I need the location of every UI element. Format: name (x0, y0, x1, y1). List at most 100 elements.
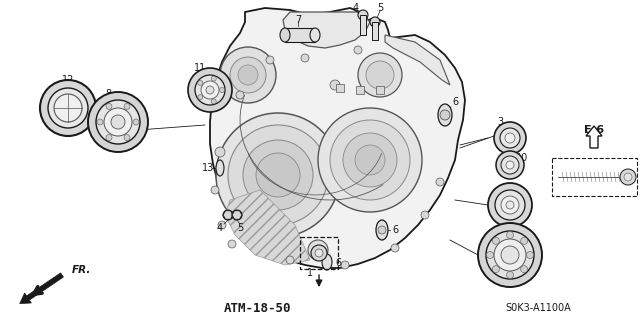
Ellipse shape (322, 254, 332, 270)
Text: S0K3-A1100A: S0K3-A1100A (505, 303, 571, 313)
Bar (300, 237, 338, 269)
Circle shape (494, 239, 526, 271)
Circle shape (366, 61, 394, 89)
Circle shape (106, 103, 112, 109)
Circle shape (223, 210, 233, 220)
Circle shape (505, 133, 515, 143)
Circle shape (216, 113, 340, 237)
Circle shape (496, 151, 524, 179)
Circle shape (358, 53, 402, 97)
Circle shape (211, 76, 216, 81)
Bar (376, 86, 384, 94)
Circle shape (211, 186, 219, 194)
Circle shape (201, 81, 219, 99)
Text: E-6: E-6 (584, 125, 604, 135)
Circle shape (133, 119, 139, 125)
Circle shape (501, 196, 519, 214)
Text: 10: 10 (516, 153, 528, 163)
Circle shape (111, 115, 125, 129)
Bar (285, 28, 315, 42)
Circle shape (506, 271, 513, 278)
Bar (336, 84, 344, 92)
Circle shape (238, 65, 258, 85)
Circle shape (492, 266, 499, 273)
Ellipse shape (438, 104, 452, 126)
Circle shape (358, 10, 368, 20)
Circle shape (506, 232, 513, 239)
Circle shape (106, 135, 112, 141)
Text: 9: 9 (519, 243, 525, 253)
Circle shape (354, 46, 362, 54)
Circle shape (330, 120, 410, 200)
FancyArrow shape (586, 126, 602, 148)
Text: 1: 1 (307, 268, 313, 278)
Circle shape (198, 94, 203, 100)
Circle shape (230, 57, 266, 93)
Bar (372, 22, 378, 40)
Circle shape (620, 169, 636, 185)
Circle shape (218, 221, 226, 229)
Circle shape (220, 87, 225, 93)
Circle shape (495, 190, 525, 220)
Ellipse shape (216, 160, 224, 176)
Circle shape (506, 201, 514, 209)
Circle shape (500, 128, 520, 148)
Circle shape (215, 147, 225, 157)
Circle shape (421, 211, 429, 219)
Ellipse shape (376, 220, 388, 240)
Bar (356, 86, 364, 94)
Text: 3: 3 (497, 117, 503, 127)
Polygon shape (232, 211, 242, 219)
Circle shape (492, 237, 499, 244)
Text: 13: 13 (202, 163, 214, 173)
Circle shape (501, 156, 519, 174)
Circle shape (478, 223, 542, 287)
Circle shape (40, 80, 96, 136)
Circle shape (378, 226, 386, 234)
Circle shape (88, 92, 148, 152)
Circle shape (211, 99, 216, 104)
Ellipse shape (310, 28, 320, 42)
Circle shape (436, 178, 444, 186)
Text: 8: 8 (105, 89, 111, 99)
Polygon shape (283, 12, 370, 48)
Circle shape (343, 133, 397, 187)
Circle shape (228, 240, 236, 248)
Circle shape (488, 183, 532, 227)
Text: 4: 4 (353, 3, 359, 13)
Text: 6: 6 (392, 225, 398, 235)
Circle shape (624, 173, 632, 181)
Circle shape (308, 240, 328, 260)
Circle shape (501, 246, 519, 264)
Circle shape (124, 103, 130, 109)
Text: 11: 11 (194, 63, 206, 73)
Circle shape (206, 86, 214, 94)
Circle shape (228, 125, 328, 225)
Ellipse shape (280, 28, 290, 42)
FancyArrow shape (20, 273, 63, 304)
Text: 12: 12 (62, 75, 74, 85)
Text: 6: 6 (452, 97, 458, 107)
Circle shape (301, 54, 309, 62)
Circle shape (494, 122, 526, 154)
Polygon shape (210, 8, 465, 268)
Circle shape (521, 266, 527, 273)
Circle shape (124, 135, 130, 141)
Text: 5: 5 (237, 223, 243, 233)
Circle shape (341, 261, 349, 269)
Bar (360, 15, 366, 35)
Circle shape (330, 80, 340, 90)
Circle shape (195, 75, 225, 105)
Circle shape (311, 245, 327, 261)
Circle shape (243, 140, 313, 210)
Text: 7: 7 (295, 15, 301, 25)
Circle shape (232, 210, 242, 220)
Text: ATM-18-50: ATM-18-50 (224, 301, 292, 315)
Circle shape (318, 108, 422, 212)
Text: FR.: FR. (72, 265, 92, 275)
Circle shape (486, 251, 493, 258)
Circle shape (97, 119, 103, 125)
Circle shape (198, 80, 203, 85)
Circle shape (188, 68, 232, 112)
Circle shape (54, 94, 82, 122)
